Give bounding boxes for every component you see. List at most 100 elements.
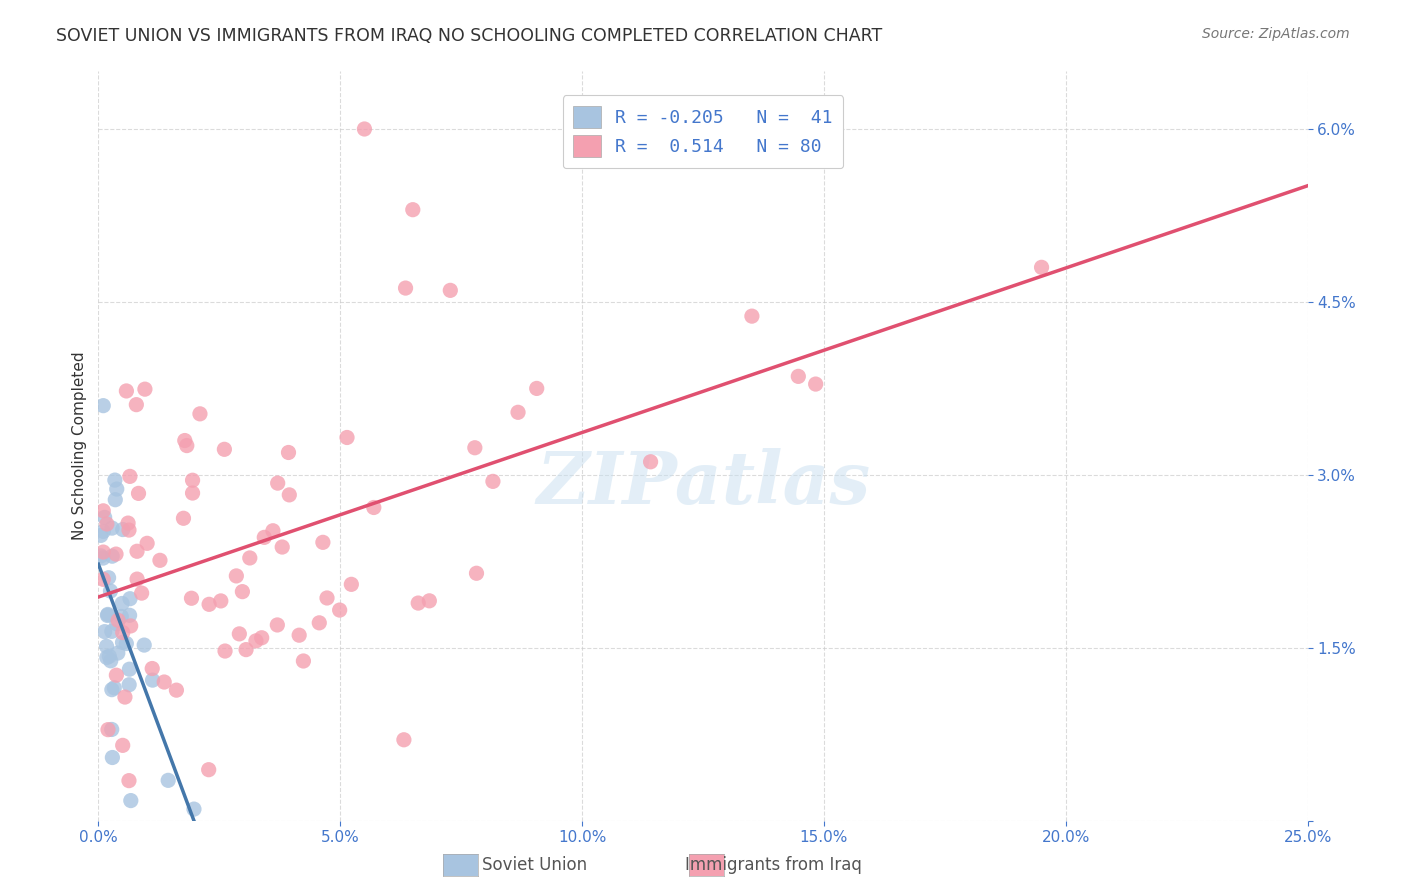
Point xyxy=(292,654,315,668)
Point xyxy=(402,202,425,217)
Point xyxy=(93,624,115,639)
Point xyxy=(172,511,194,525)
Point xyxy=(101,750,124,764)
Point xyxy=(100,654,122,668)
Point xyxy=(96,650,118,665)
Point xyxy=(266,618,288,632)
Point xyxy=(111,625,134,640)
Point xyxy=(181,473,204,487)
Point xyxy=(173,434,195,448)
Point xyxy=(125,572,148,586)
Point xyxy=(131,586,153,600)
Point xyxy=(111,635,134,649)
Point xyxy=(111,597,134,611)
Point xyxy=(96,516,118,531)
Point xyxy=(225,569,247,583)
Point xyxy=(804,377,827,392)
Point xyxy=(117,516,139,530)
Point xyxy=(141,661,163,675)
Point xyxy=(101,624,124,639)
Point xyxy=(198,597,221,611)
Point xyxy=(110,609,132,624)
Point xyxy=(183,802,205,816)
Point xyxy=(253,530,276,544)
Point xyxy=(134,382,156,396)
Point xyxy=(97,571,120,585)
Text: ZIPatlas: ZIPatlas xyxy=(536,448,870,519)
Point xyxy=(96,608,118,623)
Point xyxy=(142,673,165,687)
Point xyxy=(118,662,141,676)
Point xyxy=(506,405,529,419)
Point xyxy=(90,549,112,563)
Point xyxy=(336,430,359,444)
Point xyxy=(288,628,311,642)
Point xyxy=(91,504,114,518)
Point xyxy=(176,439,198,453)
Point xyxy=(465,566,488,581)
Point xyxy=(787,369,810,384)
Point xyxy=(439,284,461,298)
Point xyxy=(91,545,114,559)
Point xyxy=(97,607,120,622)
Point xyxy=(526,381,548,395)
Text: Soviet Union: Soviet Union xyxy=(482,855,586,873)
Point xyxy=(271,540,294,554)
Point xyxy=(128,486,150,500)
Point xyxy=(105,547,128,561)
Point xyxy=(353,122,375,136)
Point xyxy=(91,572,114,586)
Point xyxy=(107,613,129,627)
Text: SOVIET UNION VS IMMIGRANTS FROM IRAQ NO SCHOOLING COMPLETED CORRELATION CHART: SOVIET UNION VS IMMIGRANTS FROM IRAQ NO … xyxy=(56,27,883,45)
Point xyxy=(134,638,156,652)
Point xyxy=(197,763,219,777)
Point xyxy=(136,536,159,550)
Point xyxy=(418,594,440,608)
Point xyxy=(104,473,127,487)
Point xyxy=(1031,260,1053,275)
Point xyxy=(363,500,385,515)
Point xyxy=(125,544,148,558)
Legend: R = -0.205   N =  41, R =  0.514   N = 80: R = -0.205 N = 41, R = 0.514 N = 80 xyxy=(562,95,844,169)
Point xyxy=(111,523,134,537)
Point xyxy=(157,773,180,788)
Point xyxy=(392,732,415,747)
Point xyxy=(394,281,416,295)
Point xyxy=(209,594,232,608)
Point xyxy=(115,384,138,398)
Point xyxy=(98,649,121,664)
Point xyxy=(235,642,257,657)
Point xyxy=(105,616,128,631)
Point xyxy=(464,441,486,455)
Point xyxy=(308,615,330,630)
Point xyxy=(482,475,505,489)
Point xyxy=(91,551,114,566)
Point xyxy=(262,524,284,538)
Point xyxy=(741,309,763,323)
Text: Immigrants from Iraq: Immigrants from Iraq xyxy=(685,855,862,873)
Point xyxy=(120,619,142,633)
Point xyxy=(267,476,290,491)
Point xyxy=(188,407,211,421)
Y-axis label: No Schooling Completed: No Schooling Completed xyxy=(72,351,87,541)
Point xyxy=(100,723,122,737)
Point xyxy=(118,678,141,692)
Point xyxy=(125,398,148,412)
Point xyxy=(107,646,129,660)
Point xyxy=(165,683,187,698)
Point xyxy=(101,549,124,564)
Point xyxy=(101,521,124,535)
Point xyxy=(149,553,172,567)
Point xyxy=(111,739,134,753)
Point xyxy=(239,551,262,566)
Point xyxy=(316,591,339,605)
Point xyxy=(181,486,204,500)
Point xyxy=(228,627,250,641)
Point xyxy=(97,723,120,737)
Point xyxy=(118,591,141,606)
Point xyxy=(96,640,118,654)
Point xyxy=(214,644,236,658)
Point xyxy=(91,524,114,539)
Point xyxy=(278,488,301,502)
Point xyxy=(153,675,176,690)
